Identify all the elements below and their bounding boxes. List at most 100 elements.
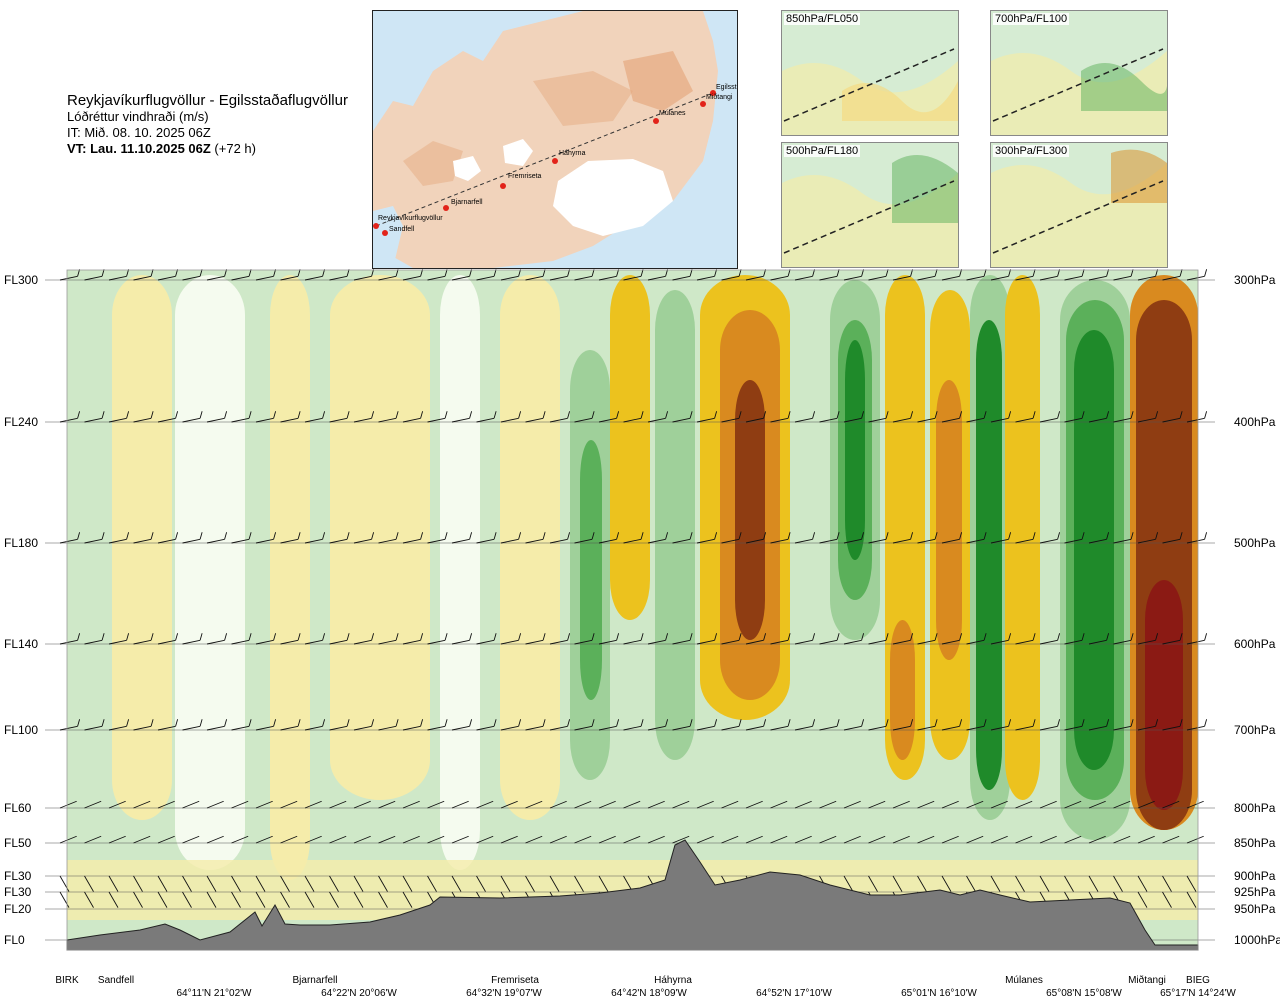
wind-barb-68 bbox=[574, 411, 595, 423]
wind-barb-338 bbox=[280, 875, 290, 892]
location-label-0: BIRK bbox=[55, 975, 79, 986]
wind-barb-386 bbox=[304, 891, 315, 908]
wind-barb-64 bbox=[476, 411, 497, 423]
wind-barb-177 bbox=[941, 633, 963, 645]
wind-barb-20 bbox=[549, 269, 571, 281]
wind-barb-29 bbox=[770, 269, 791, 281]
wind-barb-84 bbox=[966, 411, 987, 423]
wind-barb-51 bbox=[157, 411, 179, 423]
wind-barb-172 bbox=[819, 633, 840, 645]
wind-barb-273 bbox=[990, 800, 1008, 809]
wind-barb-271 bbox=[941, 800, 959, 809]
wind-barb-119 bbox=[672, 532, 693, 544]
map-place-3: Fremriseta bbox=[508, 173, 542, 180]
hpa-label-6: 850hPa bbox=[1234, 836, 1276, 850]
wind-barb-296 bbox=[402, 835, 420, 844]
wind-barb-129 bbox=[917, 532, 938, 544]
wind-barb-86 bbox=[1015, 411, 1036, 423]
mini-map-700: 700hPa/FL100 bbox=[990, 10, 1168, 136]
wind-barb-52 bbox=[182, 411, 203, 423]
wind-band-23 bbox=[1005, 275, 1040, 800]
wind-barb-342 bbox=[378, 875, 388, 892]
wind-barb-54 bbox=[231, 411, 252, 423]
wind-barb-264 bbox=[770, 800, 788, 809]
wind-barb-421 bbox=[1162, 891, 1172, 908]
wind-barb-47 bbox=[59, 411, 81, 423]
wind-barb-70 bbox=[623, 411, 644, 423]
wind-barb-10 bbox=[304, 269, 326, 281]
wind-barb-152 bbox=[329, 633, 350, 645]
wind-barb-210 bbox=[598, 719, 620, 731]
wind-barb-420 bbox=[1137, 891, 1148, 908]
wind-barb-161 bbox=[549, 633, 571, 645]
wind-barb-73 bbox=[696, 411, 718, 423]
hpa-label-10: 1000hPa bbox=[1234, 933, 1280, 947]
wind-barb-297 bbox=[427, 835, 445, 844]
wind-barb-266 bbox=[819, 800, 837, 809]
wind-barb-281 bbox=[1186, 800, 1204, 809]
wind-barb-16 bbox=[451, 269, 473, 281]
wind-barb-107 bbox=[378, 532, 399, 544]
wind-barb-69 bbox=[598, 411, 620, 423]
wind-barb-300 bbox=[500, 835, 518, 844]
wind-barb-37 bbox=[966, 269, 987, 281]
wind-barb-138 bbox=[1137, 532, 1159, 544]
wind-barb-200 bbox=[353, 719, 375, 731]
wind-barb-376 bbox=[59, 891, 70, 908]
wind-barb-174 bbox=[868, 633, 889, 645]
wind-barb-58 bbox=[329, 411, 350, 423]
wind-barb-256 bbox=[574, 800, 592, 809]
wind-band-22 bbox=[976, 320, 1002, 790]
wind-band-20 bbox=[936, 380, 962, 660]
wind-barb-261 bbox=[696, 800, 714, 809]
wind-barb-252 bbox=[476, 800, 494, 809]
wind-barb-65 bbox=[500, 411, 522, 423]
wind-barb-268 bbox=[868, 800, 886, 809]
wind-barb-160 bbox=[525, 633, 546, 645]
wind-barb-285 bbox=[133, 835, 151, 844]
hpa-label-4: 700hPa bbox=[1234, 723, 1276, 737]
wind-barb-334 bbox=[182, 875, 192, 892]
wind-barb-92 bbox=[1162, 411, 1183, 423]
wind-barb-320 bbox=[990, 835, 1008, 844]
wind-barb-223 bbox=[917, 719, 938, 731]
wind-barb-305 bbox=[623, 835, 641, 844]
fl-label-1: FL240 bbox=[4, 415, 39, 429]
wind-barb-284 bbox=[108, 835, 126, 844]
wind-barb-382 bbox=[206, 891, 217, 908]
wind-barb-32 bbox=[843, 269, 865, 281]
wind-barb-182 bbox=[1064, 633, 1085, 645]
wind-barb-141 bbox=[59, 633, 81, 645]
wind-barb-262 bbox=[721, 800, 739, 809]
wind-barb-133 bbox=[1015, 532, 1036, 544]
wind-barb-196 bbox=[255, 719, 277, 731]
wind-barb-158 bbox=[476, 633, 497, 645]
wind-barb-79 bbox=[843, 411, 865, 423]
wind-band-1 bbox=[175, 275, 245, 870]
wind-barb-48 bbox=[84, 411, 105, 423]
map-place-2: Bjarnarfell bbox=[451, 199, 483, 206]
level-lines bbox=[45, 279, 1215, 941]
wind-barb-122 bbox=[745, 532, 767, 544]
wind-barb-219 bbox=[819, 719, 840, 731]
wind-barb-15 bbox=[427, 269, 448, 281]
wind-barb-255 bbox=[549, 800, 567, 809]
wind-barb-43 bbox=[1113, 269, 1134, 281]
wind-barb-45 bbox=[1162, 269, 1183, 281]
wind-band-7 bbox=[580, 440, 602, 700]
wind-barb-71 bbox=[647, 411, 669, 423]
wind-barb-66 bbox=[525, 411, 546, 423]
wind-barb-298 bbox=[451, 835, 469, 844]
wind-barb-126 bbox=[843, 532, 865, 544]
fl-label-9: FL20 bbox=[4, 902, 32, 916]
issue-time: IT: Mið. 08. 10. 2025 06Z bbox=[67, 125, 211, 140]
wind-barb-310 bbox=[745, 835, 763, 844]
wind-barb-212 bbox=[647, 719, 669, 731]
wind-barb-246 bbox=[329, 800, 347, 809]
wind-barb-173 bbox=[843, 633, 865, 645]
wind-barb-67 bbox=[549, 411, 571, 423]
wind-barb-307 bbox=[672, 835, 690, 844]
wind-barb-385 bbox=[280, 891, 290, 908]
fl-label-4: FL100 bbox=[4, 723, 39, 737]
